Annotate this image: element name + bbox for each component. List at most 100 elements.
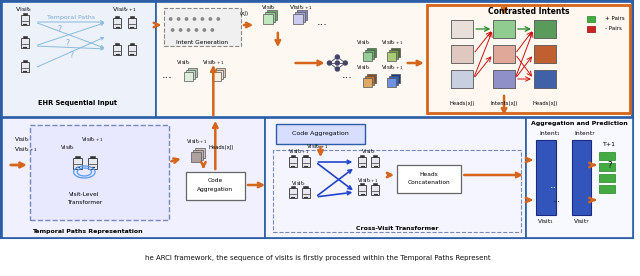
Text: Visit$_{t+1}$: Visit$_{t+1}$ [186,137,207,147]
Bar [451,20,474,38]
Text: Visit$_{t+1}$: Visit$_{t+1}$ [381,63,403,72]
Bar [267,10,277,20]
Circle shape [172,29,174,31]
Circle shape [177,18,180,20]
Bar [387,52,396,61]
Bar [387,78,396,87]
Text: ...: ... [161,70,172,80]
Bar [212,72,221,81]
Bar [265,12,275,22]
Bar [599,185,615,193]
Bar [358,185,366,195]
Text: Aggregation and Prediction: Aggregation and Prediction [531,121,628,126]
Text: Visit$_{t+1}$: Visit$_{t+1}$ [307,142,328,152]
Bar [164,8,241,46]
Bar [30,125,169,220]
Circle shape [170,18,172,20]
Text: Code Aggregation: Code Aggregation [292,131,349,137]
Bar [392,74,401,83]
Text: Visit$_{t+1}$: Visit$_{t+1}$ [381,39,403,47]
Bar [291,186,295,188]
Bar [128,45,136,55]
Text: Visit$_1$: Visit$_1$ [538,217,554,226]
Text: ...: ... [317,17,328,27]
Text: Visit$_t$: Visit$_t$ [356,63,371,72]
Text: ?: ? [65,38,70,47]
Bar [130,16,134,18]
Bar [75,156,80,158]
Bar [21,15,29,25]
Bar [186,70,195,79]
Bar [184,72,193,81]
Text: Code: Code [208,179,223,184]
Text: Heads(xJ): Heads(xJ) [450,102,475,107]
Bar [22,36,27,38]
Bar [193,150,204,160]
Bar [365,76,374,85]
Bar [371,157,379,167]
Bar [263,14,273,24]
Bar [367,48,376,57]
Text: Intent Generation: Intent Generation [177,41,228,46]
Text: T+1: T+1 [603,142,616,147]
Text: EHR Sequential Input: EHR Sequential Input [38,100,117,106]
Bar [292,14,303,24]
Text: Visit$_t$: Visit$_t$ [176,59,191,67]
Circle shape [209,18,212,20]
Bar [216,68,225,77]
Bar [451,45,474,63]
Bar [363,78,372,87]
Text: - Pairs: - Pairs [605,26,622,31]
Text: + Pairs: + Pairs [605,17,625,22]
Bar [289,188,297,198]
Text: Heads(xJ): Heads(xJ) [209,145,234,150]
Bar [291,155,295,157]
Bar [397,165,461,193]
Bar [526,118,633,238]
Bar [303,155,308,157]
Text: Visit$_{t+1}$: Visit$_{t+1}$ [111,6,136,14]
Circle shape [195,29,198,31]
Text: Visit$_t$: Visit$_t$ [356,39,371,47]
Circle shape [179,29,182,31]
Bar [186,172,245,200]
Bar [1,118,633,238]
Bar [113,45,121,55]
Text: ...: ... [342,70,353,80]
Circle shape [335,67,339,71]
Bar [360,155,364,157]
Bar [294,12,305,22]
Bar [2,2,156,117]
Bar [156,2,632,117]
Circle shape [204,29,205,31]
Text: Visit$_{t+1}$: Visit$_{t+1}$ [202,59,225,67]
Bar [130,43,134,45]
Bar [128,18,136,28]
Bar [115,43,119,45]
Bar [73,158,82,169]
Text: Intents(xJ): Intents(xJ) [490,102,518,107]
Text: Visit$_t$: Visit$_t$ [15,6,33,14]
Text: ...: ... [550,180,561,190]
Text: Visit$_t$: Visit$_t$ [60,144,76,152]
Bar [289,157,297,167]
Bar [188,68,197,77]
Circle shape [201,18,204,20]
Bar [195,148,205,158]
Text: he ARCI framework, the sequence of visits is firstly processed within the Tempor: he ARCI framework, the sequence of visit… [145,255,490,261]
Bar [297,10,307,20]
Bar [191,152,202,162]
Text: Visit$_{t+1}$: Visit$_{t+1}$ [14,145,37,155]
Bar [534,70,556,88]
Bar [493,20,515,38]
Text: Intent$_T$: Intent$_T$ [574,129,596,139]
Bar [363,52,372,61]
Bar [88,158,97,169]
Text: Visit$_{t+1}$: Visit$_{t+1}$ [357,177,379,185]
Circle shape [186,18,188,20]
Bar [1,1,633,118]
Bar [599,163,615,171]
Circle shape [335,55,339,59]
Bar [373,183,377,185]
Bar [392,48,401,57]
